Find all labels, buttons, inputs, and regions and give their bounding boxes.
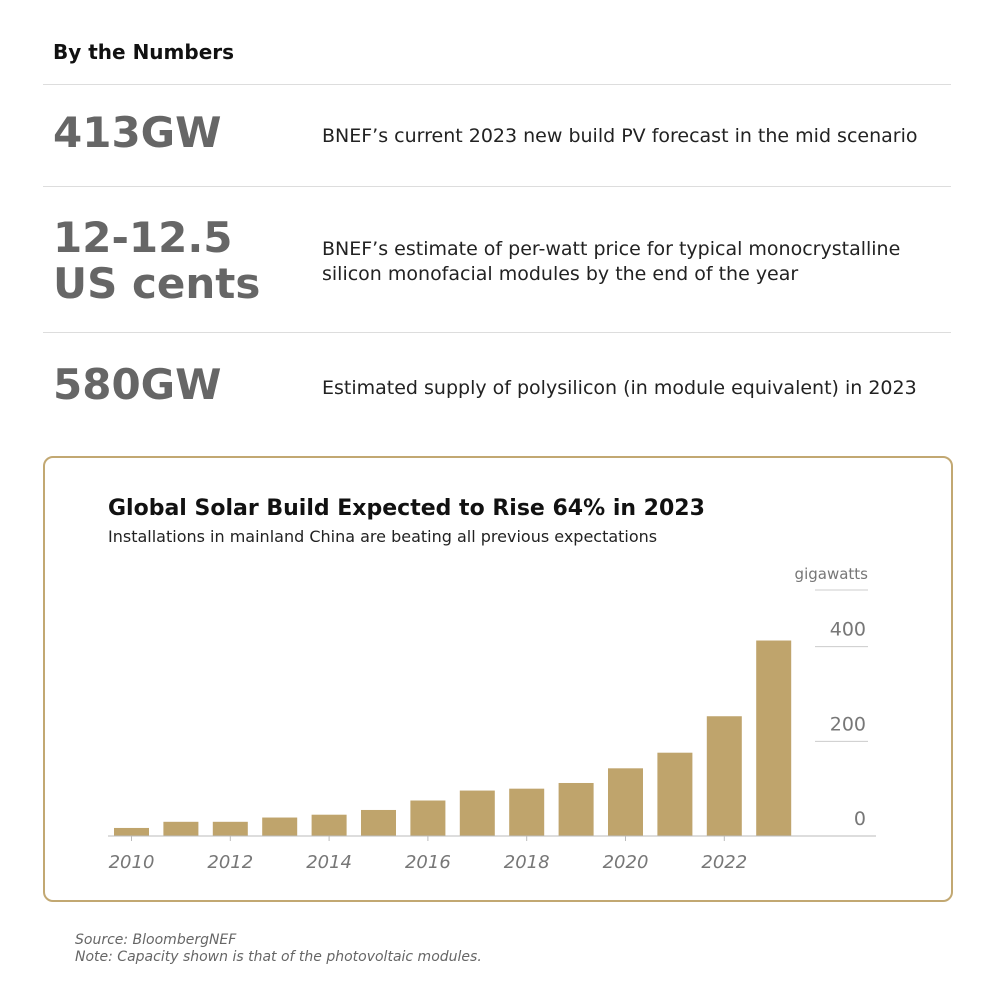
stat-value-line: 580GW: [53, 360, 222, 409]
stat-description-1: BNEF’s current 2023 new build PV forecas…: [322, 125, 918, 147]
stat-value-line: 413GW: [53, 108, 222, 157]
stat-value-2: 12-12.5 US cents: [53, 215, 260, 307]
divider: [43, 186, 951, 187]
chart-title: Global Solar Build Expected to Rise 64% …: [108, 496, 705, 521]
chart-panel: [43, 456, 953, 902]
stat-description-2: BNEF’s estimate of per-watt price for ty…: [322, 238, 901, 285]
stat-value-line: 12-12.5: [53, 213, 233, 262]
capacity-note: Note: Capacity shown is that of the phot…: [75, 949, 482, 965]
stat-value-3: 580GW: [53, 362, 221, 408]
divider: [43, 84, 951, 85]
stat-value-1: 413GW: [53, 110, 221, 156]
stat-value-line: US cents: [53, 259, 261, 308]
chart-subtitle: Installations in mainland China are beat…: [108, 527, 658, 546]
divider: [43, 332, 951, 333]
stat-description-3: Estimated supply of polysilicon (in modu…: [322, 377, 917, 399]
source-note: Source: BloombergNEF: [75, 932, 237, 948]
section-title: By the Numbers: [53, 40, 235, 64]
